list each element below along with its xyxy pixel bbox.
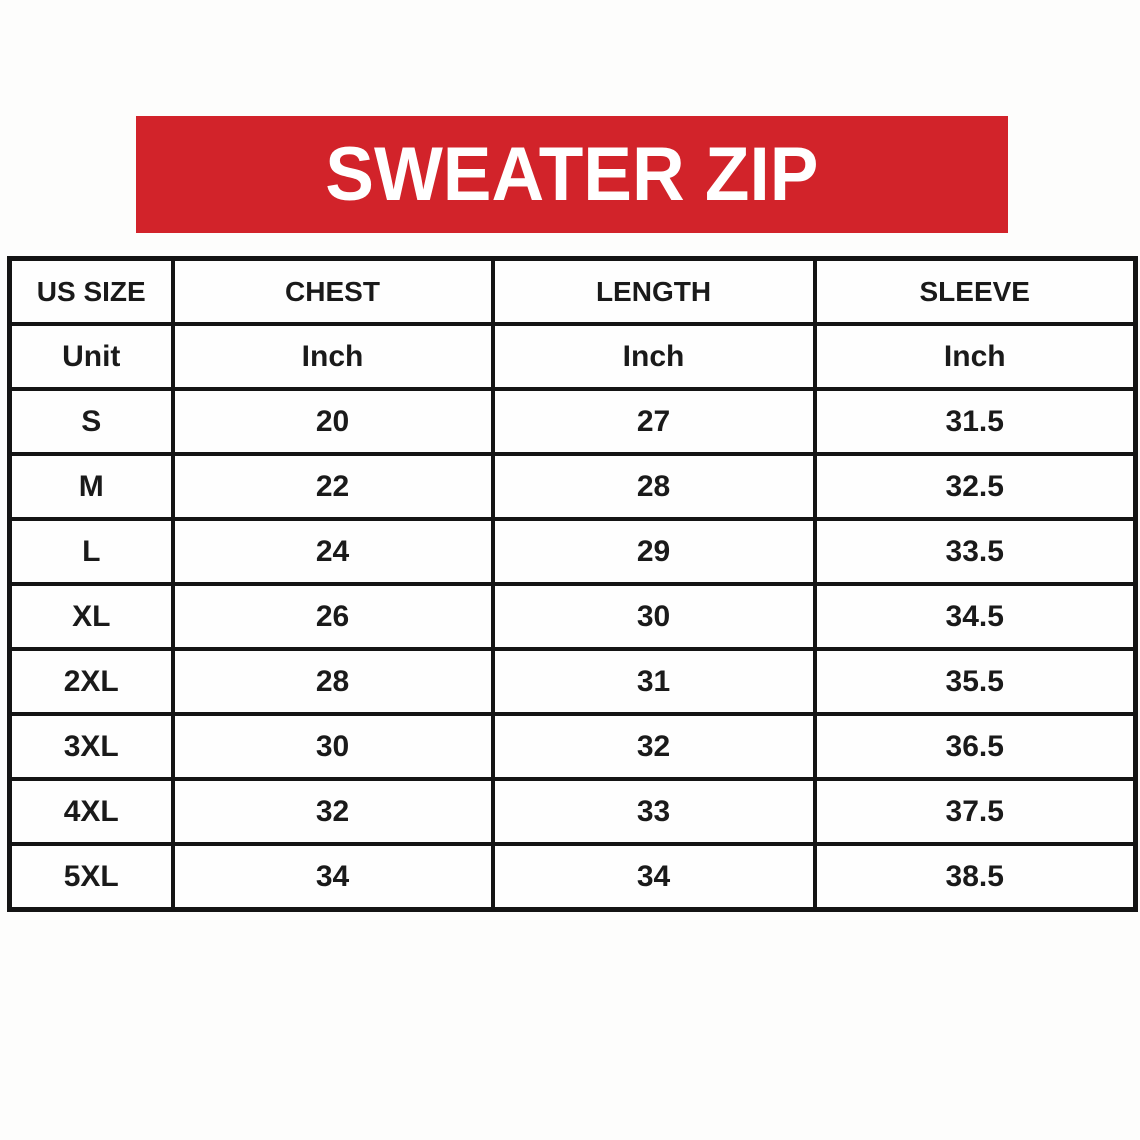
chest-cell: 24 <box>170 517 495 586</box>
header-cell-chest: CHEST <box>170 256 495 326</box>
unit-cell: Inch <box>490 322 817 391</box>
size-cell: L <box>7 517 175 586</box>
size-cell: XL <box>7 582 175 651</box>
chest-cell: 32 <box>170 777 495 846</box>
table-row: 4XL 32 33 37.5 <box>7 777 1138 846</box>
length-cell: 32 <box>490 712 817 781</box>
sleeve-cell: 33.5 <box>812 517 1138 586</box>
size-cell: M <box>7 452 175 521</box>
table-row: XL 26 30 34.5 <box>7 582 1138 651</box>
length-cell: 29 <box>490 517 817 586</box>
sleeve-cell: 35.5 <box>812 647 1138 716</box>
length-cell: 34 <box>490 842 817 912</box>
chest-cell: 34 <box>170 842 495 912</box>
header-cell-length: LENGTH <box>490 256 817 326</box>
chest-cell: 20 <box>170 387 495 456</box>
length-cell: 27 <box>490 387 817 456</box>
size-cell: 4XL <box>7 777 175 846</box>
title-banner: SWEATER ZIP <box>136 116 1008 233</box>
unit-cell: Inch <box>812 322 1138 391</box>
table-row: 2XL 28 31 35.5 <box>7 647 1138 716</box>
unit-cell: Inch <box>170 322 495 391</box>
size-cell: 5XL <box>7 842 175 912</box>
table-row: L 24 29 33.5 <box>7 517 1138 586</box>
length-cell: 28 <box>490 452 817 521</box>
size-chart-table: US SIZE CHEST LENGTH SLEEVE Unit Inch In… <box>7 256 1138 912</box>
chest-cell: 28 <box>170 647 495 716</box>
chest-cell: 26 <box>170 582 495 651</box>
sleeve-cell: 37.5 <box>812 777 1138 846</box>
chest-cell: 22 <box>170 452 495 521</box>
sleeve-cell: 32.5 <box>812 452 1138 521</box>
unit-row: Unit Inch Inch Inch <box>7 322 1138 391</box>
header-cell-sleeve: SLEEVE <box>812 256 1138 326</box>
size-cell: 3XL <box>7 712 175 781</box>
table-row: M 22 28 32.5 <box>7 452 1138 521</box>
sleeve-cell: 31.5 <box>812 387 1138 456</box>
length-cell: 30 <box>490 582 817 651</box>
sleeve-cell: 36.5 <box>812 712 1138 781</box>
sleeve-cell: 38.5 <box>812 842 1138 912</box>
unit-label-cell: Unit <box>7 322 175 391</box>
table-row: S 20 27 31.5 <box>7 387 1138 456</box>
header-cell-us-size: US SIZE <box>7 256 175 326</box>
table-row: 5XL 34 34 38.5 <box>7 842 1138 912</box>
sleeve-cell: 34.5 <box>812 582 1138 651</box>
size-cell: S <box>7 387 175 456</box>
table-header-row: US SIZE CHEST LENGTH SLEEVE <box>7 256 1138 326</box>
chest-cell: 30 <box>170 712 495 781</box>
table-row: 3XL 30 32 36.5 <box>7 712 1138 781</box>
page-title: SWEATER ZIP <box>325 131 819 217</box>
size-cell: 2XL <box>7 647 175 716</box>
length-cell: 33 <box>490 777 817 846</box>
length-cell: 31 <box>490 647 817 716</box>
